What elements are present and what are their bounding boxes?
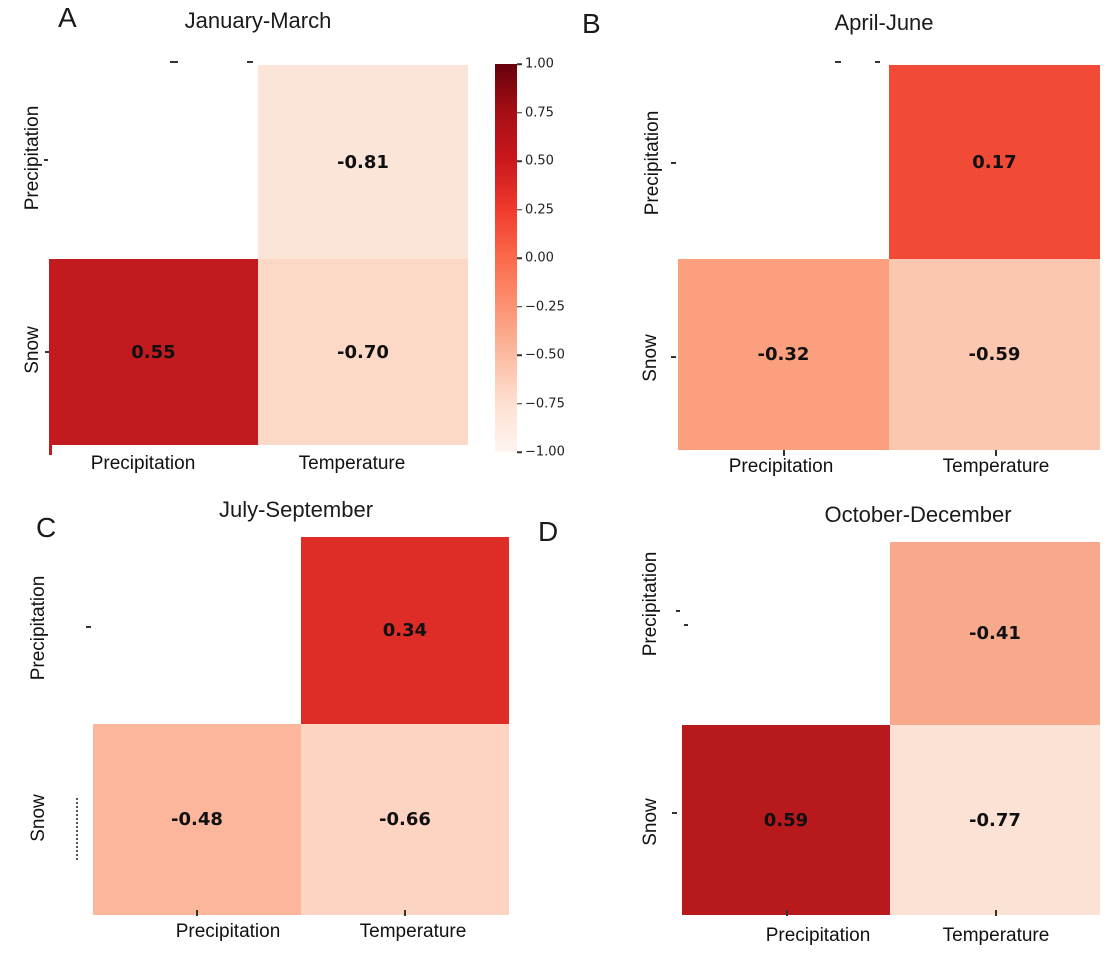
x-axis-label-precipitation-b: Precipitation bbox=[728, 456, 834, 477]
x-axis-label-precipitation-a: Precipitation bbox=[90, 453, 196, 474]
tick-mark bbox=[247, 61, 253, 63]
colorbar-tick-label: −0.75 bbox=[525, 396, 565, 411]
tick-mark bbox=[875, 61, 880, 63]
cell-snow-temperature: -0.59 bbox=[889, 259, 1100, 450]
panel-letter-c: C bbox=[36, 512, 57, 543]
tick-mark bbox=[684, 624, 688, 626]
x-axis-label-precipitation-d: Precipitation bbox=[765, 925, 871, 946]
colorbar bbox=[495, 64, 517, 452]
heatmap-october-december: -0.41 0.59 -0.77 bbox=[682, 542, 1100, 915]
stray-dotted-mark bbox=[76, 798, 78, 860]
colorbar-tick-label: −0.50 bbox=[525, 347, 565, 363]
heatmap-january-march: -0.81 0.55 -0.70 bbox=[49, 65, 468, 445]
x-axis-label-temperature-c: Temperature bbox=[359, 921, 467, 942]
tick-mark bbox=[49, 443, 52, 455]
tick-mark bbox=[671, 162, 676, 164]
cell-snow-precipitation: 0.55 bbox=[49, 259, 258, 445]
tick-mark bbox=[995, 910, 997, 916]
cell-precipitation-temperature: 0.17 bbox=[889, 65, 1100, 259]
y-axis-label-snow-d: Snow bbox=[640, 798, 661, 846]
tick-mark bbox=[995, 450, 997, 456]
colorbar-tick bbox=[517, 63, 522, 65]
y-axis-label-precipitation-a: Precipitation bbox=[22, 105, 43, 211]
cell-masked-precipitation-precipitation bbox=[93, 537, 301, 724]
colorbar-tick bbox=[517, 451, 522, 453]
tick-mark bbox=[44, 159, 48, 161]
panel-title-b: April-June bbox=[834, 10, 934, 35]
colorbar-tick bbox=[517, 402, 522, 405]
cell-masked-precipitation-precipitation bbox=[678, 65, 889, 259]
colorbar-tick bbox=[517, 257, 522, 259]
tick-mark bbox=[196, 910, 198, 916]
colorbar-tick bbox=[517, 160, 522, 162]
cell-snow-temperature: -0.77 bbox=[890, 725, 1100, 915]
y-axis-label-snow-c: Snow bbox=[28, 794, 49, 842]
tick-mark bbox=[86, 626, 91, 628]
y-axis-label-precipitation-b: Precipitation bbox=[642, 110, 663, 216]
x-axis-label-precipitation-c: Precipitation bbox=[175, 921, 281, 942]
colorbar-tick-label: −0.25 bbox=[525, 299, 565, 314]
panel-title-a: January-March bbox=[184, 8, 332, 33]
tick-mark bbox=[835, 61, 841, 63]
tick-mark bbox=[672, 812, 677, 814]
colorbar-tick bbox=[517, 305, 522, 308]
cell-snow-precipitation: -0.48 bbox=[93, 724, 301, 915]
cell-precipitation-temperature: -0.41 bbox=[890, 542, 1100, 725]
colorbar-tick-label: −1.00 bbox=[525, 444, 565, 460]
colorbar-tick-label: 0.25 bbox=[525, 202, 554, 217]
cell-masked-precipitation-precipitation bbox=[682, 542, 890, 725]
tick-mark bbox=[404, 910, 406, 916]
cell-snow-temperature: -0.66 bbox=[301, 724, 509, 915]
y-axis-label-precipitation-c: Precipitation bbox=[28, 575, 49, 681]
tick-mark bbox=[783, 450, 785, 456]
x-axis-label-temperature-b: Temperature bbox=[942, 456, 1050, 477]
colorbar-tick-label: 0.50 bbox=[525, 153, 554, 169]
panel-letter-a: A bbox=[58, 2, 77, 33]
heatmap-april-june: 0.17 -0.32 -0.59 bbox=[678, 65, 1100, 450]
panel-letter-b: B bbox=[582, 8, 601, 39]
cell-snow-precipitation: -0.32 bbox=[678, 259, 889, 450]
tick-mark bbox=[676, 610, 680, 612]
colorbar-tick-label: 0.75 bbox=[525, 105, 554, 120]
heatmap-july-september: 0.34 -0.48 -0.66 bbox=[93, 537, 509, 915]
cell-precipitation-temperature: 0.34 bbox=[301, 537, 509, 724]
y-axis-label-snow-a: Snow bbox=[22, 326, 43, 374]
colorbar-tick bbox=[517, 354, 522, 356]
panel-letter-d: D bbox=[538, 516, 559, 547]
colorbar-tick bbox=[517, 111, 522, 114]
tick-mark bbox=[45, 351, 49, 353]
y-axis-label-precipitation-d: Precipitation bbox=[640, 551, 661, 657]
x-axis-label-temperature-d: Temperature bbox=[942, 925, 1050, 946]
tick-mark bbox=[170, 61, 178, 63]
cell-snow-precipitation: 0.59 bbox=[682, 725, 890, 915]
colorbar-tick-label: 1.00 bbox=[525, 56, 554, 72]
panel-title-d: October-December bbox=[824, 502, 1012, 527]
cell-masked-precipitation-precipitation bbox=[49, 65, 258, 259]
tick-mark bbox=[671, 356, 676, 358]
colorbar-tick-label: 0.00 bbox=[525, 250, 554, 266]
cell-snow-temperature: -0.70 bbox=[258, 259, 468, 445]
y-axis-label-snow-b: Snow bbox=[640, 334, 661, 382]
colorbar-tick bbox=[517, 208, 522, 211]
tick-mark bbox=[786, 910, 788, 916]
cell-precipitation-temperature: -0.81 bbox=[258, 65, 468, 259]
x-axis-label-temperature-a: Temperature bbox=[298, 453, 406, 474]
panel-title-c: July-September bbox=[218, 497, 374, 522]
